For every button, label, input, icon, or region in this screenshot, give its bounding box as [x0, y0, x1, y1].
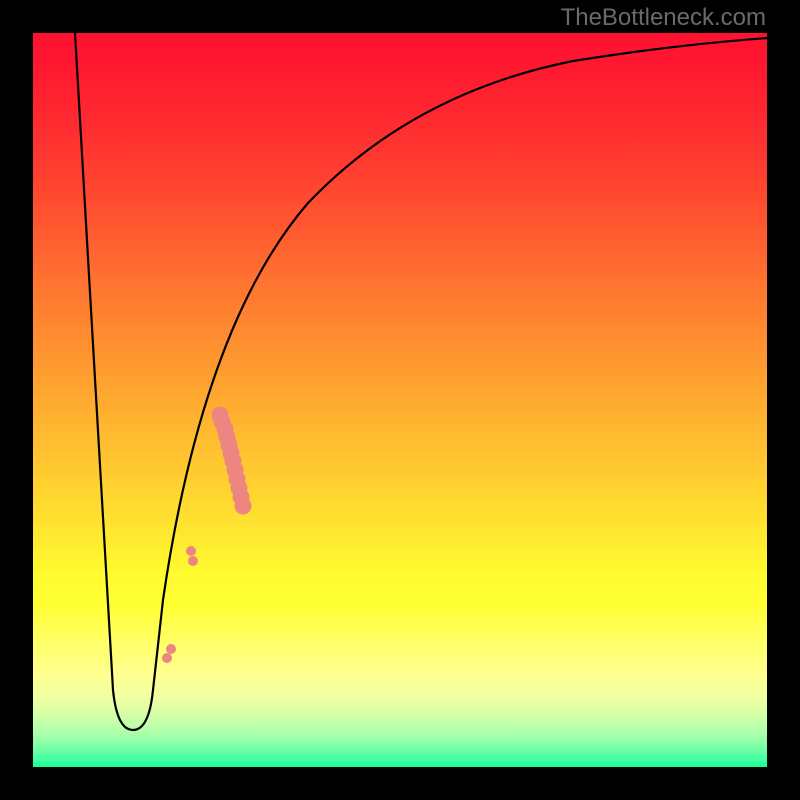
bottleneck-chart: TheBottleneck.com — [0, 0, 800, 800]
data-point — [162, 653, 172, 663]
watermark-text: TheBottleneck.com — [561, 4, 766, 32]
curve-layer — [33, 33, 767, 767]
data-point — [166, 644, 176, 654]
bottleneck-curve — [75, 33, 767, 730]
data-point — [188, 556, 198, 566]
plot-area — [33, 33, 767, 767]
data-point — [186, 546, 196, 556]
data-point — [235, 498, 252, 515]
